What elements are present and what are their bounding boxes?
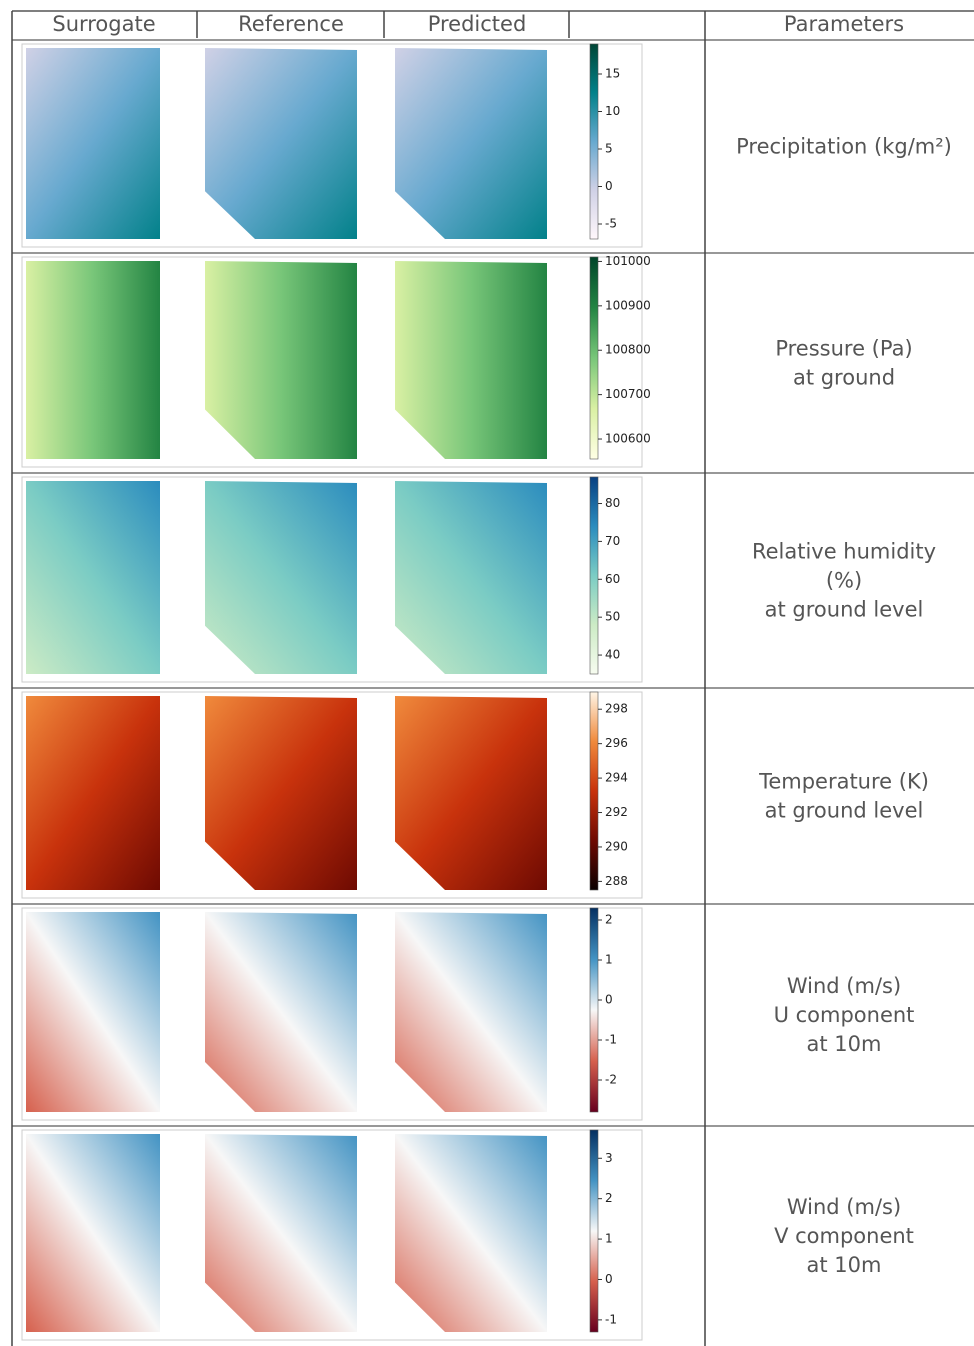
panel-frame: [21, 476, 643, 683]
colorbar-tick-label: -1: [605, 1033, 617, 1047]
surrogate-map: [26, 48, 160, 239]
parameter-label: at ground level: [765, 598, 924, 622]
colorbar: [589, 907, 599, 1113]
colorbar-tick-label: -1: [605, 1312, 617, 1326]
colorbar-tick-label: 1: [605, 1232, 613, 1246]
predicted-map: [395, 696, 547, 890]
colorbar-tick-label: 3: [605, 1151, 613, 1165]
parameter-label: (%): [826, 569, 862, 593]
reference-map: [205, 48, 357, 239]
predicted-map: [395, 261, 547, 459]
reference-map: [205, 261, 357, 459]
colorbar-tick-label: 2: [605, 1191, 613, 1205]
predicted-map: [395, 48, 547, 239]
reference-map: [205, 1134, 357, 1332]
panel-frame: [21, 691, 643, 899]
parameter-label: at ground: [793, 366, 895, 390]
colorbar-tick-label: 50: [605, 610, 620, 624]
colorbar-tick-label: -2: [605, 1073, 617, 1087]
colorbar-tick-label: 288: [605, 874, 628, 888]
predicted-map: [395, 1134, 547, 1332]
colorbar-tick-label: 101000: [605, 254, 651, 268]
colorbar-tick-label: 0: [605, 1272, 613, 1286]
panel-frame: [21, 256, 643, 468]
reference-map: [205, 912, 357, 1112]
colorbar: [589, 691, 599, 891]
colorbar: [589, 1129, 599, 1333]
column-header: Parameters: [784, 12, 904, 36]
colorbar-tick-label: 298: [605, 702, 628, 716]
parameter-label: Precipitation (kg/m²): [736, 135, 952, 159]
parameter-label: at 10m: [807, 1253, 882, 1277]
surrogate-map: [26, 261, 160, 459]
panel-frame: [21, 1129, 643, 1341]
reference-map: [205, 696, 357, 890]
colorbar-tick-label: 0: [605, 179, 613, 193]
panel-frame: [21, 907, 643, 1121]
parameter-label: Relative humidity: [752, 540, 936, 564]
colorbar-tick-label: 0: [605, 993, 613, 1007]
parameter-label: at ground level: [765, 799, 924, 823]
column-header: Surrogate: [52, 12, 155, 36]
surrogate-map: [26, 696, 160, 890]
colorbar: [589, 476, 599, 675]
colorbar-tick-label: 100700: [605, 387, 651, 401]
surrogate-map: [26, 912, 160, 1112]
panel-frame: [21, 43, 643, 248]
colorbar-tick-label: 100900: [605, 298, 651, 312]
colorbar-tick-label: 80: [605, 496, 620, 510]
colorbar-tick-label: 60: [605, 572, 620, 586]
colorbar: [589, 256, 599, 460]
colorbar-tick-label: 1: [605, 953, 613, 967]
parameter-label: Wind (m/s): [787, 974, 901, 998]
parameter-label: at 10m: [807, 1032, 882, 1056]
colorbar-tick-label: -5: [605, 217, 617, 231]
colorbar-tick-label: 290: [605, 839, 628, 853]
predicted-map: [395, 481, 547, 674]
predicted-map: [395, 912, 547, 1112]
column-header: Reference: [238, 12, 344, 36]
parameter-label: U component: [774, 1003, 915, 1027]
colorbar-tick-label: 10: [605, 104, 620, 118]
colorbar: [589, 43, 599, 240]
colorbar-tick-label: 296: [605, 736, 628, 750]
parameter-label: Wind (m/s): [787, 1195, 901, 1219]
colorbar-tick-label: 2: [605, 913, 613, 927]
reference-map: [205, 481, 357, 674]
colorbar-tick-label: 15: [605, 67, 620, 81]
colorbar-tick-label: 294: [605, 771, 628, 785]
parameter-label: Temperature (K): [758, 770, 929, 794]
column-header: Predicted: [428, 12, 527, 36]
surrogate-map: [26, 481, 160, 674]
colorbar-tick-label: 40: [605, 648, 620, 662]
colorbar-tick-label: 100600: [605, 432, 651, 446]
colorbar-tick-label: 70: [605, 534, 620, 548]
colorbar-tick-label: 100800: [605, 343, 651, 357]
parameter-label: Pressure (Pa): [775, 337, 912, 361]
parameter-label: V component: [774, 1224, 914, 1248]
colorbar-tick-label: 5: [605, 142, 613, 156]
surrogate-map: [26, 1134, 160, 1332]
colorbar-tick-label: 292: [605, 805, 628, 819]
